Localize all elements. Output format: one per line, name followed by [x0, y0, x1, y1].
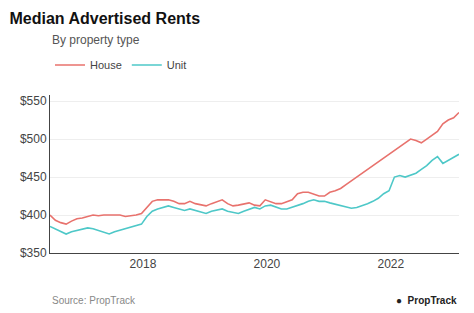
- svg-text:$500: $500: [20, 132, 47, 146]
- svg-text:$350: $350: [20, 246, 47, 260]
- svg-text:$400: $400: [20, 208, 47, 222]
- svg-text:House: House: [90, 59, 122, 71]
- svg-text:2022: 2022: [377, 257, 404, 271]
- svg-text:$450: $450: [20, 170, 47, 184]
- svg-text:Unit: Unit: [167, 59, 187, 71]
- svg-text:2018: 2018: [130, 257, 157, 271]
- svg-text:● PropTrack: ● PropTrack: [396, 295, 457, 306]
- svg-text:2020: 2020: [254, 257, 281, 271]
- svg-text:$550: $550: [20, 94, 47, 108]
- svg-text:By property type: By property type: [52, 33, 140, 47]
- svg-text:Median Advertised Rents: Median Advertised Rents: [9, 10, 200, 27]
- svg-text:Source: PropTrack: Source: PropTrack: [52, 295, 136, 306]
